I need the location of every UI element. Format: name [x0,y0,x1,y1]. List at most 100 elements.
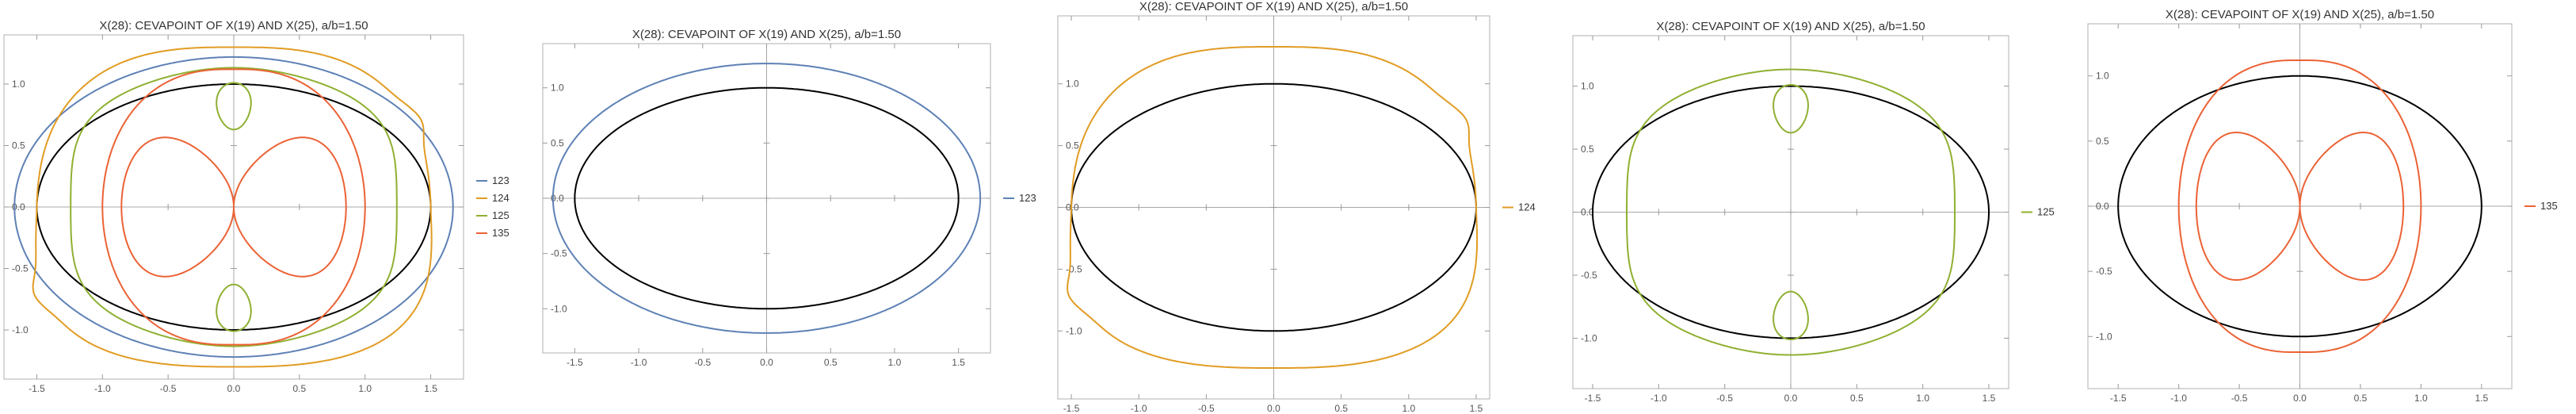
series-curve-124 [32,46,433,368]
y-tick-label: 1.0 [1581,81,1594,92]
chart-title: X(28): CEVAPOINT OF X(19) AND X(25), a/b… [632,28,901,41]
series-curve-125 [216,283,252,332]
series-curve-135 [233,136,347,278]
y-tick-label: 0.5 [1066,140,1079,151]
legend-label-135: 135 [2540,200,2558,212]
y-tick-label: -1.0 [1581,332,1597,343]
plot-area [551,63,982,334]
series-curve-125 [216,82,252,131]
chart-panel-5: -1.5 -1.0 -0.5 0.0 0.5 1.0 1.5 -1.0 -0.5 0.0 0.5 1.… [2087,8,2558,404]
x-tick-label: 1.0 [2414,393,2428,404]
x-tick-label: -0.5 [2231,393,2248,404]
y-tick-label: 0.5 [551,137,564,148]
x-tick-label: 0.5 [293,383,307,394]
x-tick-label: -1.5 [1585,393,1601,404]
y-tick-label: 0.0 [1581,207,1594,218]
x-tick-label: -1.5 [2110,393,2127,404]
y-tick-label: -0.5 [1066,263,1082,274]
x-tick-label: -1.0 [631,357,647,368]
y-tick-label: -1.0 [2096,331,2112,342]
series-curve-125 [1773,84,1809,134]
legend-label-124: 124 [1518,201,1536,213]
y-tick-label: 1.0 [551,82,564,94]
legend-label-125: 125 [492,209,509,221]
series-curve-123 [13,56,454,358]
y-tick-label: -0.5 [1581,270,1597,281]
series-curve-135 [120,136,235,278]
series-curve-135 [2299,132,2405,281]
x-tick-label: 1.0 [888,357,902,368]
legend-label-124: 124 [492,192,509,204]
x-tick-label: 1.5 [1470,403,1483,414]
plot-area [2117,59,2483,353]
x-tick-label: -1.0 [1651,393,1667,404]
y-tick-label: -1.0 [551,303,567,314]
plot-area [1592,68,1990,356]
x-tick-label: -0.5 [1198,403,1215,414]
series-curve-123 [551,63,982,334]
plot-area [13,46,454,368]
series-curve-135 [101,68,366,346]
x-tick-label: -0.5 [1716,393,1733,404]
y-tick-label: 0.5 [1581,144,1594,155]
x-tick-label: -0.5 [694,357,711,368]
x-tick-label: 1.0 [358,383,372,394]
x-tick-label: 0.0 [2293,393,2307,404]
plot-area [1067,46,1479,369]
x-tick-label: 0.5 [1850,393,1864,404]
reference-ellipse [574,86,960,310]
series-curve-125 [70,67,398,347]
chart-panel-2: -1.5 -1.0 -0.5 0.0 0.5 1.0 1.5 -1.0 -0.5 0.0 0.5 1.… [542,28,1036,368]
y-tick-label: -0.5 [12,263,29,274]
y-tick-label: 1.0 [1066,79,1079,90]
x-tick-label: 1.5 [1983,393,1996,404]
series-curve-125 [1773,290,1809,340]
series-curve-135 [2195,132,2301,281]
reference-ellipse [2117,75,2483,338]
chart-panel-3: -1.5 -1.0 -0.5 0.0 0.5 1.0 1.5 -1.0 -0.5 0.0 0.5 1.… [1057,0,1536,414]
y-tick-label: -0.5 [2096,266,2112,277]
x-tick-label: -1.5 [567,357,583,368]
y-tick-label: 1.0 [2096,71,2109,82]
x-tick-label: 0.0 [760,357,773,368]
legend-label-135: 135 [492,227,509,239]
x-tick-label: -0.5 [160,383,177,394]
x-tick-label: 1.5 [2475,393,2488,404]
y-tick-label: 0.5 [2096,136,2109,147]
y-tick-label: -1.0 [12,324,29,335]
chart-title: X(28): CEVAPOINT OF X(19) AND X(25), a/b… [99,19,368,33]
x-tick-label: 0.0 [1267,403,1280,414]
y-tick-label: 0.0 [1066,202,1079,213]
legend-label-123: 123 [1019,192,1036,204]
x-tick-label: 0.0 [227,383,241,394]
legend-label-125: 125 [2037,206,2055,218]
x-tick-label: -1.0 [1131,403,1147,414]
y-tick-label: -1.0 [1066,325,1082,336]
chart-panel-4: -1.5 -1.0 -0.5 0.0 0.5 1.0 1.5 -1.0 -0.5 0.0 0.5 1.… [1572,20,2055,404]
chart-title: X(28): CEVAPOINT OF X(19) AND X(25), a/b… [1139,0,1408,13]
x-tick-label: 1.0 [1402,403,1415,414]
x-tick-label: 0.5 [2354,393,2368,404]
series-curve-125 [1626,68,1956,356]
series-curve-124 [1067,46,1479,369]
y-tick-label: -0.5 [551,248,567,259]
chart-title: X(28): CEVAPOINT OF X(19) AND X(25), a/b… [2166,8,2434,21]
chart-title: X(28): CEVAPOINT OF X(19) AND X(25), a/b… [1656,20,1925,33]
x-tick-label: -1.5 [1063,403,1080,414]
reference-ellipse [1592,85,1990,339]
y-tick-label: 0.0 [2096,201,2109,212]
legend-label-123: 123 [492,174,509,186]
chart-panel-1: -1.5 -1.0 -0.5 0.0 0.5 1.0 1.5-1.0-0.50.00.51.… [3,19,509,394]
y-tick-label: 0.0 [551,193,564,204]
x-tick-label: 1.0 [1916,393,1929,404]
series-curve-135 [2177,59,2422,353]
x-tick-label: -1.0 [94,383,111,394]
y-tick-label: 1.0 [12,79,25,90]
y-tick-label: 0.5 [12,140,25,151]
x-tick-label: -1.0 [2170,393,2187,404]
x-tick-label: -1.5 [29,383,45,394]
x-tick-label: 1.5 [952,357,965,368]
x-tick-label: 0.5 [1334,403,1348,414]
x-tick-label: 0.0 [1784,393,1798,404]
